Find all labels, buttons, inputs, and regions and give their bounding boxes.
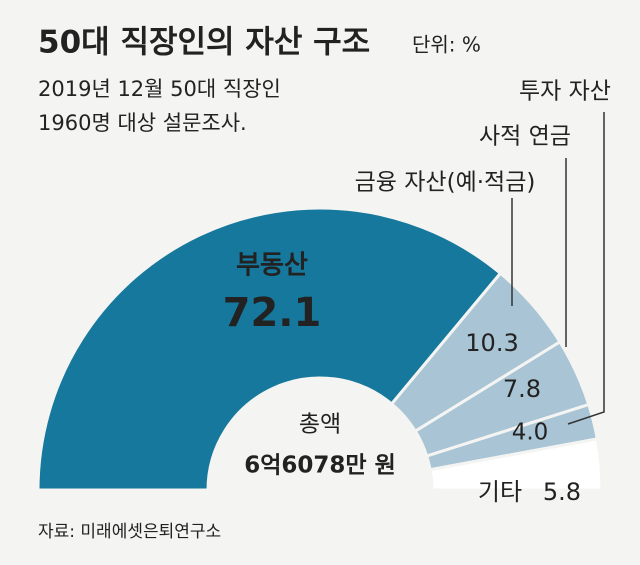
slice bbox=[428, 437, 604, 492]
category-label: 투자 자산 bbox=[519, 79, 611, 105]
chart-title: 50대 직장인의 자산 구조 bbox=[38, 25, 370, 61]
category-label: 부동산 bbox=[236, 251, 308, 281]
source: 자료: 미래에셋은퇴연구소 bbox=[38, 522, 221, 542]
value-label: 7.8 bbox=[503, 375, 541, 403]
value-label: 10.3 bbox=[465, 329, 518, 357]
value-label: 5.8 bbox=[543, 478, 581, 506]
value-label: 72.1 bbox=[223, 290, 322, 336]
slice bbox=[36, 206, 503, 492]
subtitle: 2019년 12월 50대 직장인 bbox=[38, 77, 281, 101]
leader-line bbox=[567, 112, 605, 425]
category-label: 기타 bbox=[478, 478, 522, 506]
category-label: 사적 연금 bbox=[479, 124, 571, 150]
unit-label: 단위: % bbox=[412, 33, 481, 57]
category-label: 금융 자산(예·적금) bbox=[355, 170, 536, 196]
value-label: 4.0 bbox=[512, 420, 549, 446]
center-label: 총액 bbox=[299, 412, 341, 438]
subtitle: 1960명 대상 설문조사. bbox=[38, 111, 247, 135]
center-label: 6억6078만 원 bbox=[244, 453, 396, 479]
